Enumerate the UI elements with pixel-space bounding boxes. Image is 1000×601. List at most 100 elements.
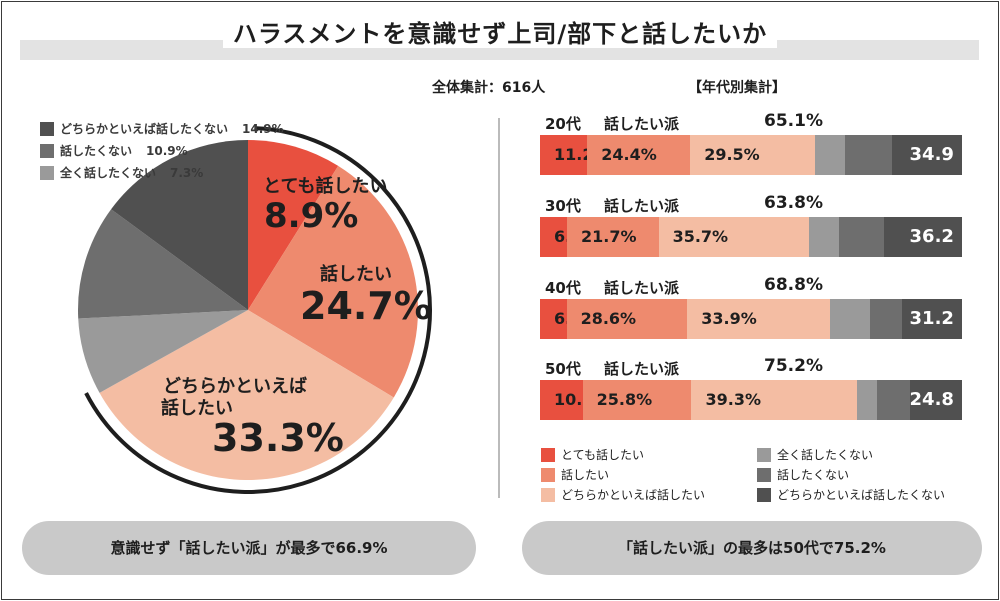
pie-legend-item-dont-want: 話したくない 10.9% — [40, 142, 188, 159]
page-title: ハラスメントを意識せず上司/部下と話したいか — [0, 14, 1000, 49]
bar-segment-want: 28.6% — [566, 299, 688, 339]
bar-segment-label: 29.5% — [704, 145, 760, 164]
pie-legend-value: 14.9% — [242, 121, 284, 136]
want-group-total: 65.1% — [764, 111, 823, 131]
want-group-label: 話したい派 — [604, 115, 680, 133]
pie-slice-somewhat-want — [99, 310, 394, 480]
age-summary-pill: 「話したい派」の最多は50代で75.2% — [522, 521, 982, 575]
pie-label-very-want-value: 8.9% — [264, 196, 359, 236]
age-group-label: 20代 — [545, 115, 581, 133]
pie-legend-label: 全く話したくない — [60, 166, 157, 180]
bar-segment-somewhat-dont-want: 36.2 — [884, 217, 962, 257]
bar-segment-dont-want — [876, 380, 911, 420]
want-group-label: 話したい派 — [604, 197, 680, 215]
bar-segment-not-at-all — [809, 217, 839, 257]
title-text: ハラスメントを意識せず上司/部下と話したいか — [222, 20, 778, 48]
legend-swatch — [40, 121, 54, 136]
want-group-arc — [84, 126, 432, 494]
bar-legend-label: 話したい — [561, 468, 610, 482]
want-group-total: 75.2% — [764, 356, 823, 376]
pie-label-somewhat-want-value: 33.3% — [212, 416, 344, 460]
pie-slice-want — [248, 165, 418, 398]
pie-label-somewhat-want-name-1: どちらかといえば — [163, 376, 307, 397]
column-divider — [498, 118, 500, 498]
pie-slice-not-at-all — [78, 310, 248, 393]
bar-legend-label: どちらかといえば話したい — [561, 488, 706, 502]
bar-legend-item-somewhat-dont: どちらかといえば話したくない — [757, 486, 945, 503]
pie-label-very-want-name: とても話したい — [263, 176, 388, 197]
bar-segment-label: 35.7% — [672, 227, 729, 246]
pie-legend-item-not-at-all: 全く話したくない 7.3% — [40, 164, 203, 181]
bar-segment-somewhat-dont-want: 24.8 — [909, 380, 962, 420]
pie-label-want-name: 話したい — [320, 264, 392, 285]
bar-segment-want: 25.8% — [582, 380, 692, 420]
bar-segment-want: 21.7% — [567, 217, 659, 257]
bar-segment-dont-want — [838, 217, 885, 257]
want-group-label: 話したい派 — [604, 360, 680, 378]
want-group-label: 話したい派 — [604, 279, 680, 297]
pie-slice-dont-want — [78, 209, 248, 319]
bar-segment-not-at-all — [857, 380, 877, 420]
bar-legend-item-dont-want: 話したくない — [757, 466, 849, 483]
bar-segment-label: 39.3% — [705, 390, 761, 409]
bar-segment-very-want: 10.1% — [540, 380, 610, 420]
pie-label-somewhat-want-name-2: 話したい — [161, 398, 233, 419]
dont-want-total-label: 36.2 — [909, 226, 954, 247]
age-group-label: 50代 — [545, 360, 581, 378]
age-breakdown-title: 【年代別集計】 — [688, 80, 786, 96]
bar-segment-somewhat-want: 35.7% — [658, 217, 810, 257]
pie-legend-label: どちらかといえば話したくない — [60, 122, 229, 136]
bar-legend-item-not-at-all: 全く話したくない — [757, 446, 873, 463]
legend-swatch — [757, 447, 771, 462]
legend-swatch — [757, 487, 771, 502]
bar-segment-very-want: 11.2% — [540, 135, 610, 175]
stacked-bar-40代: 6.3%28.6% 33.9% 31.2 — [540, 299, 962, 339]
bar-segment-label: 33.9% — [701, 309, 757, 328]
legend-swatch — [541, 447, 555, 462]
bar-segment-label: 25.8% — [596, 390, 653, 409]
want-group-total: 68.8% — [764, 275, 823, 295]
want-group-total: 63.8% — [764, 193, 823, 213]
bar-legend-label: 全く話したくない — [777, 448, 874, 462]
legend-swatch — [40, 165, 54, 180]
bar-segment-label: 24.4% — [601, 145, 657, 164]
stacked-bar-50代: 10.1%25.8% 39.3% 24.8 — [540, 380, 962, 420]
age-group-label: 30代 — [545, 197, 581, 215]
overall-summary-pill: 意識せず「話したい派」が最多で66.9% — [22, 521, 476, 575]
bar-segment-somewhat-dont-want: 34.9 — [892, 135, 962, 175]
bar-legend-label: 話したくない — [777, 468, 850, 482]
bar-segment-somewhat-dont-want: 31.2 — [902, 299, 962, 339]
bar-segment-label: 28.6% — [580, 309, 637, 328]
bar-segment-not-at-all — [830, 299, 871, 339]
bar-segment-very-want: 6.4% — [540, 217, 598, 257]
dont-want-total-label: 34.9 — [909, 144, 954, 165]
bar-legend-item-somewhat-want: どちらかといえば話したい — [541, 486, 705, 503]
bar-segment-somewhat-want: 39.3% — [691, 380, 858, 420]
total-count-label: 全体集計：616人 — [432, 80, 546, 96]
pie-legend-item-somewhat-dont-want: どちらかといえば話したくない 14.9% — [40, 120, 284, 137]
bar-segment-not-at-all — [814, 135, 845, 175]
age-group-label: 40代 — [545, 279, 581, 297]
legend-swatch — [541, 467, 555, 482]
bar-segment-dont-want — [870, 299, 903, 339]
pie-legend-label: 話したくない — [60, 144, 133, 158]
bar-segment-somewhat-want: 29.5% — [690, 135, 815, 175]
bar-legend-label: とても話したい — [561, 448, 645, 462]
pie-label-want-value: 24.7% — [300, 284, 432, 328]
bar-legend-item-want: 話したい — [541, 466, 609, 483]
bar-legend-label: どちらかといえば話したくない — [777, 488, 946, 502]
bar-segment-very-want: 6.3% — [540, 299, 598, 339]
pie-legend-value: 7.3% — [170, 165, 204, 180]
bar-segment-want: 24.4% — [587, 135, 691, 175]
legend-swatch — [757, 467, 771, 482]
bar-segment-label: 21.7% — [581, 227, 637, 246]
pie-slice-somewhat-dont-want — [111, 140, 248, 310]
bar-legend-item-very-want: とても話したい — [541, 446, 644, 463]
dont-want-total-label: 24.8 — [909, 389, 954, 410]
stacked-bar-30代: 6.4%21.7% 35.7% 36.2 — [540, 217, 962, 257]
bar-segment-somewhat-want: 33.9% — [687, 299, 831, 339]
pie-legend-value: 10.9% — [146, 143, 188, 158]
legend-swatch — [541, 487, 555, 502]
stacked-bar-20代: 11.2% 24.4% 29.5% 34.9 — [540, 135, 962, 175]
